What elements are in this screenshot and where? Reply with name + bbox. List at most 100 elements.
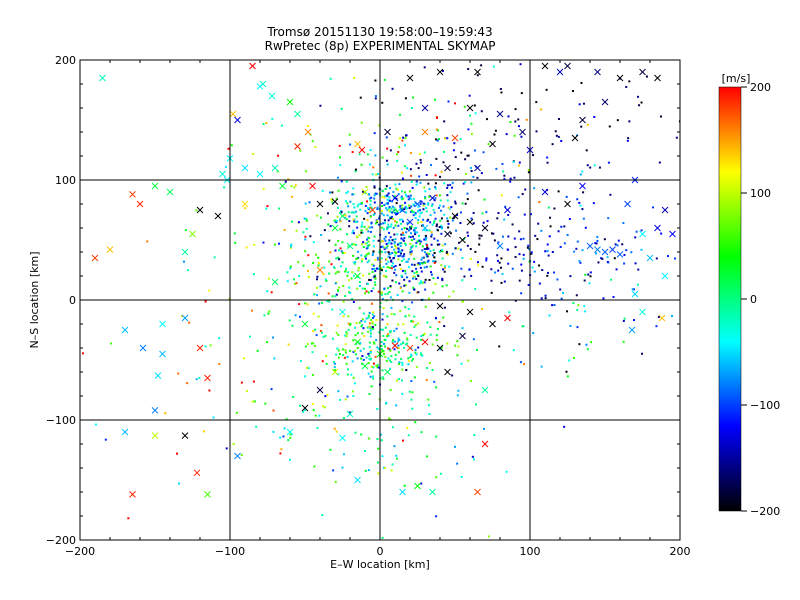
data-point-dot [415,245,418,248]
data-point-dot [356,287,359,290]
data-point-dot [349,292,352,295]
colorbar-tick-label: 100 [750,187,771,200]
data-point-cross [154,372,162,379]
data-point-dot [424,190,427,193]
data-point-dot [405,368,408,371]
data-point-cross [331,224,339,232]
data-point-dot [396,212,399,215]
data-point-dot [617,239,620,242]
data-point-dot [330,263,333,266]
data-point-dot [319,285,322,288]
data-point-dot [317,261,320,264]
data-point-dot [438,250,441,253]
data-point-dot [431,223,434,226]
data-point-dot [439,472,442,475]
data-point-dot [395,327,398,330]
data-point-dot [401,275,404,278]
data-point-dot [398,137,401,140]
data-point-dot [547,254,550,257]
data-point-dot [367,291,370,294]
data-point-dot [344,214,347,217]
data-point-dot [548,314,551,317]
data-point-dot [384,467,387,470]
data-point-cross [504,314,511,322]
data-point-dot [393,445,396,448]
data-point-dot [381,190,384,193]
data-point-cross [151,182,159,190]
data-point-dot [390,306,393,309]
data-point-dot [376,437,379,440]
data-point-dot [384,326,387,329]
data-point-cross [204,374,211,382]
data-point-dot [386,292,389,295]
data-point-dot [446,186,449,189]
data-point-dot [607,161,610,164]
data-point-dot [435,225,438,228]
data-point-dot [393,313,396,316]
data-point-dot [384,235,387,238]
data-point-dot [347,211,350,214]
data-point-dot [430,235,433,238]
data-point-dot [372,166,375,169]
data-point-dot [334,243,337,246]
data-point-dot [347,328,350,331]
data-point-dot [606,256,609,259]
data-point-dot [411,359,414,362]
data-point-dot [379,246,382,249]
data-point-dot [509,120,512,123]
data-point-cross [459,332,466,340]
data-point-dot [512,349,515,352]
data-point-dot [293,278,296,281]
data-point-dot [282,435,285,438]
data-point-dot [297,261,300,264]
data-point-dot [546,156,549,159]
data-point-dot [384,338,387,341]
data-point-dot [541,269,544,272]
data-point-dot [439,175,442,178]
data-point-dot [456,340,459,343]
data-point-dot [305,219,308,222]
data-point-dot [336,347,339,350]
data-point-dot [385,246,388,249]
data-point-dot [419,158,422,161]
data-point-dot [511,267,514,270]
data-point-dot [386,194,389,197]
data-point-dot [575,294,578,297]
data-point-dot [342,284,345,287]
data-point-dot [454,102,457,105]
data-point-dot [327,292,330,295]
data-point-dot [470,379,473,382]
data-point-dot [334,295,337,298]
data-point-dot [376,207,379,210]
data-point-cross [639,230,646,238]
data-point-dot [408,266,411,269]
data-point-dot [486,220,489,223]
data-point-dot [417,263,420,266]
data-point-dot [496,259,499,262]
data-point-dot [343,334,346,337]
data-point-dot [589,275,592,278]
data-point-dot [372,251,375,254]
data-point-dot [371,254,374,257]
data-point-cross [121,326,129,334]
data-point-dot [410,106,413,109]
data-point-dot [394,268,397,271]
data-point-dot [336,270,339,273]
data-point-dot [426,244,429,247]
data-point-dot [360,325,363,328]
data-point-dot [563,425,566,428]
data-point-dot [631,288,634,291]
data-point-dot [287,343,290,346]
data-point-dot [409,242,412,245]
data-point-dot [581,249,584,252]
data-point-dot [439,348,442,351]
data-point-dot [400,195,403,198]
data-point-dot [410,227,413,230]
data-point-dot [387,207,390,210]
data-point-dot [396,211,399,214]
data-point-dot [366,219,369,222]
data-point-dot [381,318,384,321]
data-point-dot [303,217,306,220]
data-point-dot [500,194,503,197]
data-point-dot [347,205,350,208]
